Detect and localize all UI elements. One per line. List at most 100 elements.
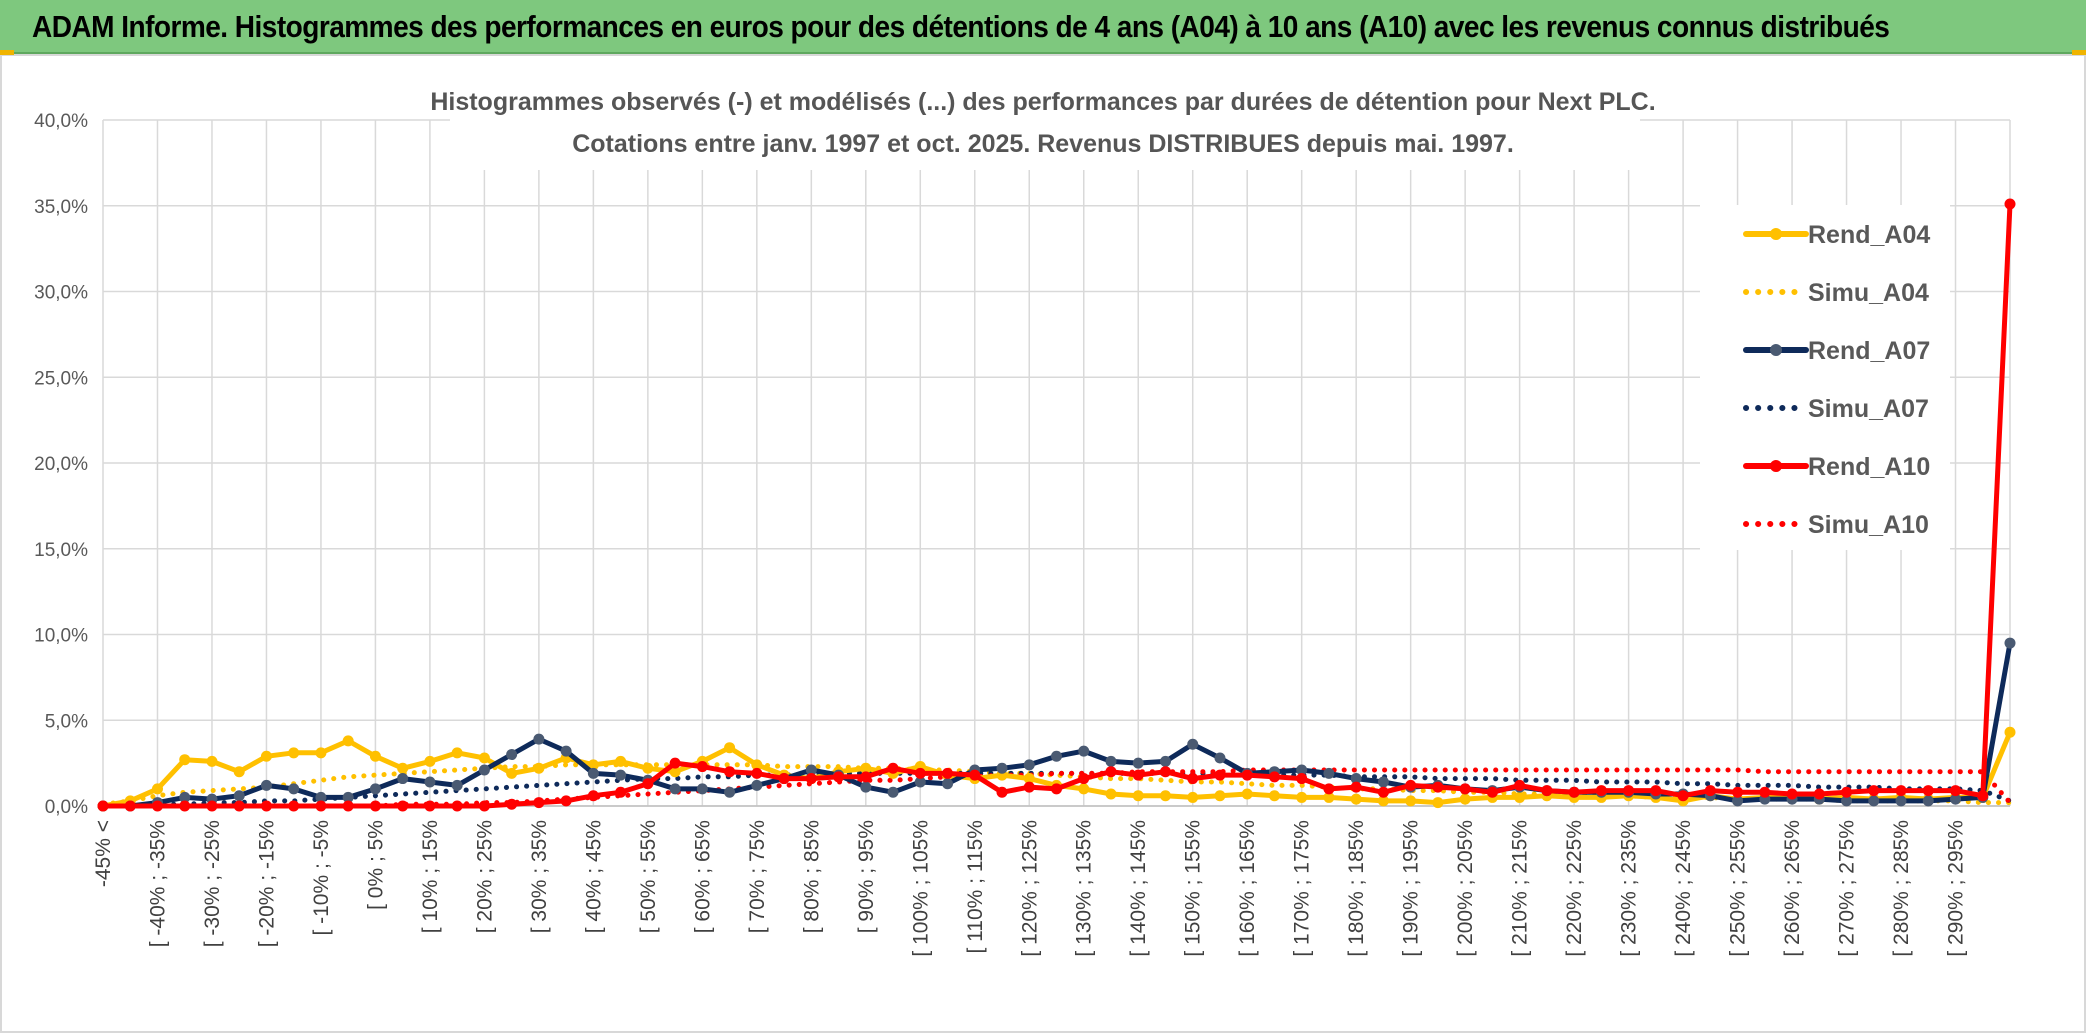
data-point-rend_a04 xyxy=(506,767,518,779)
data-point-rend_a04 xyxy=(1296,791,1308,803)
data-point-rend_a10 xyxy=(587,790,599,802)
x-axis-ticks: -45% < [ -40% ; -35% [ -30% ; -25% [ -20% ;… xyxy=(92,820,1968,957)
data-point-rend_a10 xyxy=(1214,769,1226,781)
data-point-rend_a04 xyxy=(424,755,436,767)
data-point-rend_a04 xyxy=(260,750,272,762)
data-point-rend_a10 xyxy=(1132,769,1144,781)
data-point-rend_a04 xyxy=(1350,793,1362,805)
data-point-rend_a10 xyxy=(778,773,790,785)
data-point-rend_a10 xyxy=(1023,781,1035,793)
data-point-rend_a10 xyxy=(1623,785,1635,797)
y-tick-label: 15,0% xyxy=(34,540,88,561)
data-point-rend_a10 xyxy=(1078,773,1090,785)
data-point-rend_a04 xyxy=(1459,793,1471,805)
data-point-rend_a10 xyxy=(1950,785,1962,797)
data-point-rend_a07 xyxy=(2004,637,2016,649)
data-point-rend_a10 xyxy=(615,786,627,798)
data-point-rend_a04 xyxy=(342,735,354,747)
series-layer xyxy=(97,198,2016,812)
y-tick-label: 40,0% xyxy=(34,111,88,132)
data-point-rend_a10 xyxy=(1459,783,1471,795)
data-point-rend_a10 xyxy=(1541,785,1553,797)
data-point-rend_a04 xyxy=(179,754,191,766)
gridlines xyxy=(102,119,2011,807)
data-point-rend_a10 xyxy=(233,800,245,812)
data-point-rend_a07 xyxy=(1132,757,1144,769)
data-point-rend_a04 xyxy=(1323,791,1335,803)
data-point-rend_a04 xyxy=(1105,788,1117,800)
data-point-rend_a10 xyxy=(669,757,681,769)
data-point-rend_a04 xyxy=(724,742,736,754)
data-point-rend_a07 xyxy=(397,773,409,785)
data-point-rend_a10 xyxy=(1677,790,1689,802)
data-point-rend_a10 xyxy=(1895,785,1907,797)
data-point-rend_a10 xyxy=(1105,766,1117,778)
data-point-rend_a07 xyxy=(1105,755,1117,767)
x-tick-label: [ 150% ; 155% xyxy=(1182,820,1205,957)
x-tick-label: [ 170% ; 175% xyxy=(1291,820,1314,957)
x-tick-label: [ 260% ; 265% xyxy=(1781,820,1804,957)
x-tick-label: [ 240% ; 245% xyxy=(1672,820,1695,957)
x-tick-label: [ 40% ; 45% xyxy=(582,820,605,933)
data-point-rend_a04 xyxy=(315,747,327,759)
x-tick-label: [ 0% ; 5% xyxy=(364,820,387,910)
data-point-rend_a07 xyxy=(1296,764,1308,776)
data-point-rend_a10 xyxy=(206,800,218,812)
legend-item-rend_a10: Rend_A10 xyxy=(1743,453,1930,481)
x-tick-label: [ 290% ; 295% xyxy=(1945,820,1968,957)
data-point-rend_a07 xyxy=(942,778,954,790)
chart-title-group: Histogrammes observés (-) et modélisés (… xyxy=(430,80,1656,170)
x-tick-label: [ 230% ; 235% xyxy=(1618,820,1641,957)
chart-title-line2: Cotations entre janv. 1997 et oct. 2025.… xyxy=(572,130,1514,158)
data-point-rend_a10 xyxy=(1868,785,1880,797)
legend-item-rend_a04: Rend_A04 xyxy=(1743,221,1930,249)
data-point-rend_a10 xyxy=(1432,781,1444,793)
report-banner: ADAM Informe. Histogrammes des performan… xyxy=(0,0,2086,54)
frame-corner-left xyxy=(0,50,14,55)
data-point-rend_a07 xyxy=(860,781,872,793)
data-point-rend_a10 xyxy=(1759,786,1771,798)
data-point-rend_a10 xyxy=(996,786,1008,798)
data-point-rend_a07 xyxy=(1187,738,1199,750)
data-point-rend_a10 xyxy=(1977,790,1989,802)
data-point-rend_a07 xyxy=(533,733,545,745)
data-point-rend_a07 xyxy=(1323,767,1335,779)
data-point-rend_a10 xyxy=(724,766,736,778)
data-point-rend_a07 xyxy=(506,749,518,761)
data-point-rend_a10 xyxy=(151,800,163,812)
x-tick-label: [ 70% ; 75% xyxy=(746,820,769,933)
legend-label: Simu_A04 xyxy=(1808,279,1929,307)
data-point-rend_a04 xyxy=(206,755,218,767)
data-point-rend_a10 xyxy=(533,797,545,809)
legend-label: Rend_A07 xyxy=(1808,337,1930,365)
data-point-rend_a07 xyxy=(914,776,926,788)
data-point-rend_a07 xyxy=(1350,773,1362,785)
data-point-rend_a10 xyxy=(860,771,872,783)
data-point-rend_a04 xyxy=(533,762,545,774)
chart-legend: Rend_A04 Simu_A04 Rend_A07 Simu_A07 Rend_A10… xyxy=(1700,205,1950,550)
data-point-rend_a10 xyxy=(424,800,436,812)
data-point-rend_a04 xyxy=(1187,791,1199,803)
x-tick-label: [ 280% ; 285% xyxy=(1890,820,1913,957)
data-point-rend_a04 xyxy=(615,755,627,767)
y-axis-ticks: 0,0% 5,0% 10,0% 15,0% 20,0% 25,0% 30,0% 35,0% 40… xyxy=(34,111,88,818)
data-point-rend_a04 xyxy=(1405,795,1417,807)
legend-marker xyxy=(1770,460,1782,472)
data-point-rend_a07 xyxy=(369,783,381,795)
data-point-rend_a10 xyxy=(1377,786,1389,798)
data-point-rend_a07 xyxy=(560,745,572,757)
data-point-rend_a10 xyxy=(1268,771,1280,783)
legend-label: Rend_A04 xyxy=(1808,221,1930,249)
data-point-rend_a07 xyxy=(424,776,436,788)
x-tick-label: [ 210% ; 215% xyxy=(1509,820,1532,957)
data-point-rend_a07 xyxy=(615,769,627,781)
legend-marker xyxy=(1770,228,1782,240)
x-tick-label: [ 140% ; 145% xyxy=(1127,820,1150,957)
data-point-rend_a04 xyxy=(1159,790,1171,802)
data-point-rend_a10 xyxy=(1051,783,1062,795)
data-point-rend_a07 xyxy=(1868,795,1880,807)
data-point-rend_a04 xyxy=(1132,790,1144,802)
data-point-rend_a10 xyxy=(1813,788,1825,800)
x-tick-label: [ 270% ; 275% xyxy=(1836,820,1859,957)
data-point-rend_a10 xyxy=(1841,786,1853,798)
